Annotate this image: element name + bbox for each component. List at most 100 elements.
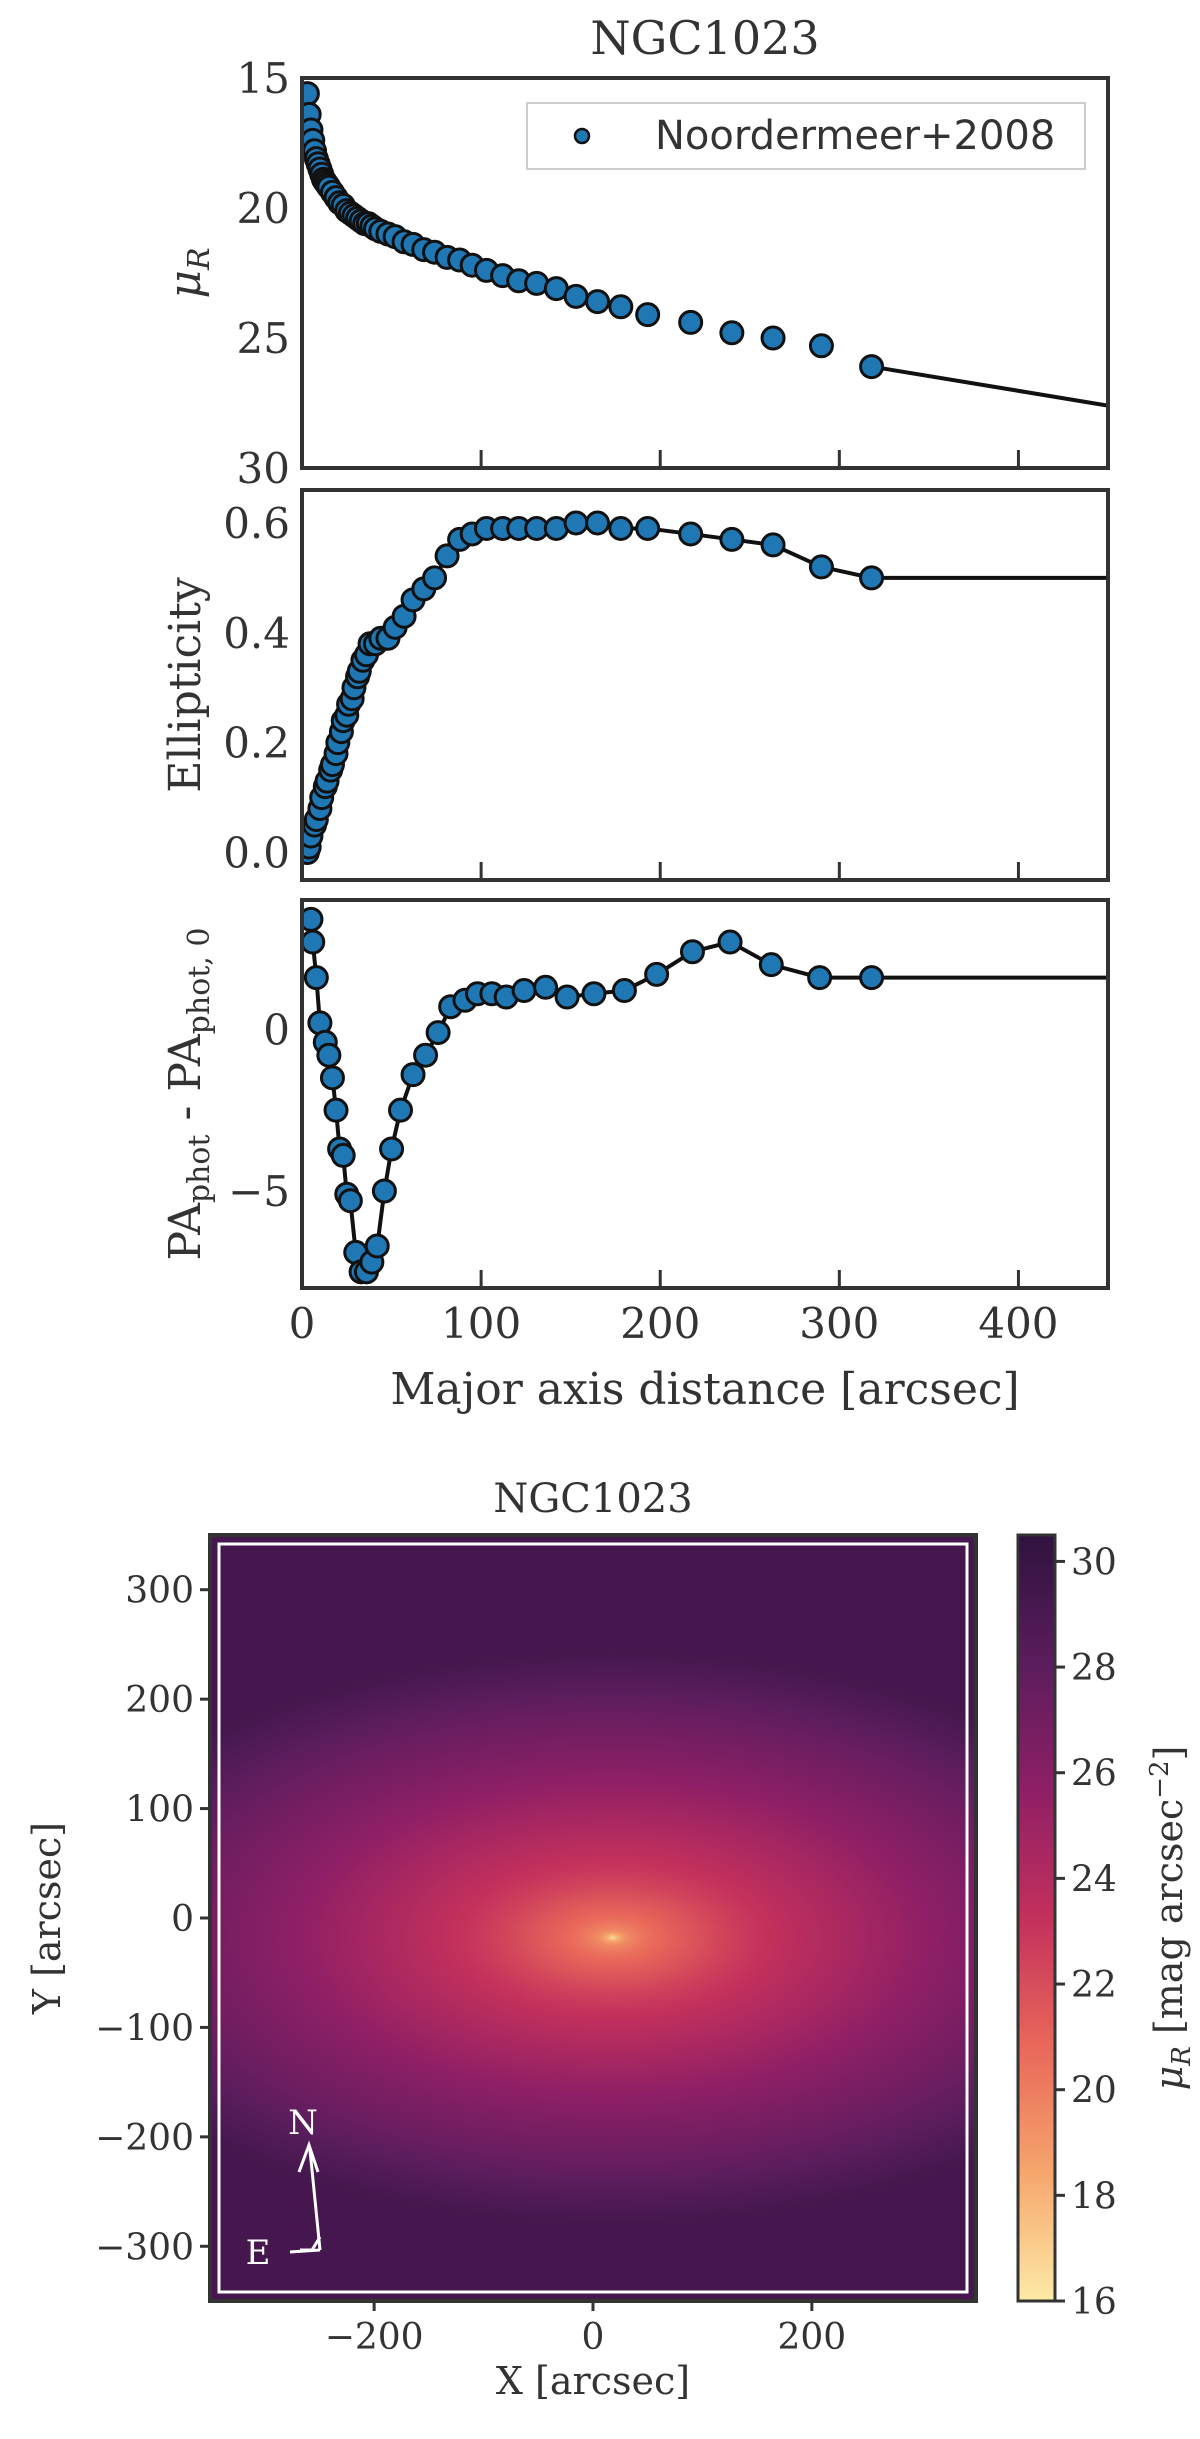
legend-label: Noordermeer+2008 [655, 113, 1055, 159]
surface-brightness-map [210, 1535, 976, 2301]
data-point [388, 1097, 414, 1123]
data-point [316, 1042, 342, 1068]
east-arrow-shaft [289, 2248, 321, 2254]
data-point [859, 565, 885, 591]
image-y-axis-label: Y [arcsec] [25, 1822, 69, 2015]
y-ticks-image: 300 200 100 0 −100 −200 −300 [95, 1571, 210, 2268]
points-mu [302, 81, 885, 380]
colorbar-label: μR [mag arcsec−2] [1145, 1746, 1197, 2091]
data-point [679, 939, 705, 965]
y-ticks-ellipticity: 0.0 0.2 0.4 0.6 [223, 499, 290, 878]
data-point [554, 984, 580, 1010]
y-axis-label-position-angle: PAphot - PAphot, 0 [160, 928, 217, 1261]
compass: N E [246, 2103, 322, 2273]
data-point [635, 515, 661, 541]
panel-position-angle: 0 100 200 300 400 0 −5 PAphot - PAphot, 0 Maj… [160, 898, 1110, 1415]
y-ticks-mu: 15 20 25 30 [237, 54, 290, 493]
y-tick-label: −5 [228, 1167, 290, 1216]
data-point [719, 320, 745, 346]
colorbar-tick-label: 18 [1071, 2176, 1117, 2217]
north-arrowhead [297, 2140, 320, 2173]
model-line-mu [871, 364, 1108, 408]
x-axis-label: Major axis distance [arcsec] [390, 1364, 1019, 1415]
data-point [581, 981, 607, 1007]
data-point [302, 929, 326, 955]
data-point [434, 543, 460, 569]
image-inner-frame [217, 1542, 969, 2294]
data-point [422, 565, 448, 591]
plot-frame-ellipticity [300, 488, 1110, 882]
north-label: N [288, 2103, 318, 2143]
x-ticks-position-angle: 0 100 200 300 400 [289, 1270, 1059, 1348]
colorbar-tick-label: 16 [1071, 2282, 1117, 2323]
legend: Noordermeer+2008 [526, 102, 1086, 170]
data-point [859, 354, 885, 380]
data-point [859, 965, 885, 991]
points-ellipticity [302, 510, 885, 866]
y-tick-label: 0.2 [223, 719, 290, 768]
image-x-axis-label: X [arcsec] [496, 2359, 690, 2403]
plot-frame-mu [300, 76, 1110, 470]
colorbar-tick-label: 26 [1071, 1754, 1117, 1795]
east-label: E [246, 2233, 271, 2273]
data-point [533, 974, 559, 1000]
data-point [611, 978, 637, 1004]
data-point [364, 1233, 390, 1259]
image-y-tick-label: 300 [125, 1571, 194, 1612]
panel-image: NGC1023 −200 0 200 3002001000−100−200−300 … [25, 1476, 1197, 2403]
data-point [808, 333, 834, 359]
data-point [585, 510, 611, 536]
colorbar-tick-label: 24 [1071, 1859, 1117, 1900]
data-point [760, 532, 786, 558]
data-point [302, 81, 320, 107]
y-tick-label: 0.6 [223, 499, 290, 548]
data-point [400, 1062, 426, 1088]
panel-surface-brightness: NGC1023 15 20 25 30 μR Noordermeer+2008 [160, 11, 1110, 493]
image-y-tick-label: 200 [125, 1680, 194, 1721]
colorbar-tick-label: 28 [1071, 1648, 1117, 1689]
data-point [323, 1097, 349, 1123]
data-point [563, 283, 589, 309]
colorbar-frame [1016, 1533, 1057, 2303]
y-tick-label: 15 [237, 54, 290, 103]
data-point [330, 1142, 356, 1168]
data-point [758, 952, 784, 978]
x-tick-label: 300 [799, 1299, 879, 1348]
image-y-tick-label: −100 [95, 2008, 194, 2049]
data-point [303, 965, 329, 991]
colorbar-tick-label: 22 [1071, 1965, 1117, 2006]
image-y-tick-label: 100 [125, 1790, 194, 1831]
data-point [717, 929, 743, 955]
data-point [425, 1020, 451, 1046]
legend-box [526, 102, 1086, 170]
data-point [585, 289, 611, 315]
y-tick-label: 25 [237, 314, 290, 363]
data-point [337, 1188, 363, 1214]
y-axis-label-ellipticity: Ellipticity [160, 577, 211, 793]
x-tick-label: 400 [978, 1299, 1058, 1348]
data-point [760, 325, 786, 351]
data-connecting-line [305, 520, 873, 854]
points-position-angle [302, 906, 885, 1285]
image-title: NGC1023 [493, 1476, 692, 1522]
data-point [808, 554, 834, 580]
data-point [413, 1042, 439, 1068]
data-point [563, 510, 589, 536]
image-x-tick-label: −200 [325, 2317, 424, 2358]
data-connecting-line [308, 919, 872, 1274]
data-point [379, 1136, 405, 1162]
data-point [644, 961, 670, 987]
panel-ellipticity: 0.0 0.2 0.4 0.6 Ellipticity [160, 488, 1110, 882]
colorbar-gradient [1018, 1535, 1055, 2301]
data-point [678, 521, 704, 547]
image-x-tick-label: 200 [777, 2317, 846, 2358]
image-y-tick-label: −300 [95, 2227, 194, 2268]
data-point [608, 294, 634, 320]
model-extrapolation-line [871, 364, 1108, 408]
y-tick-label: 0.4 [223, 609, 290, 658]
data-point [719, 526, 745, 552]
data-point [371, 1178, 397, 1204]
y-tick-label: 0 [263, 1005, 290, 1054]
colorbar-tick-label: 20 [1071, 2071, 1117, 2112]
